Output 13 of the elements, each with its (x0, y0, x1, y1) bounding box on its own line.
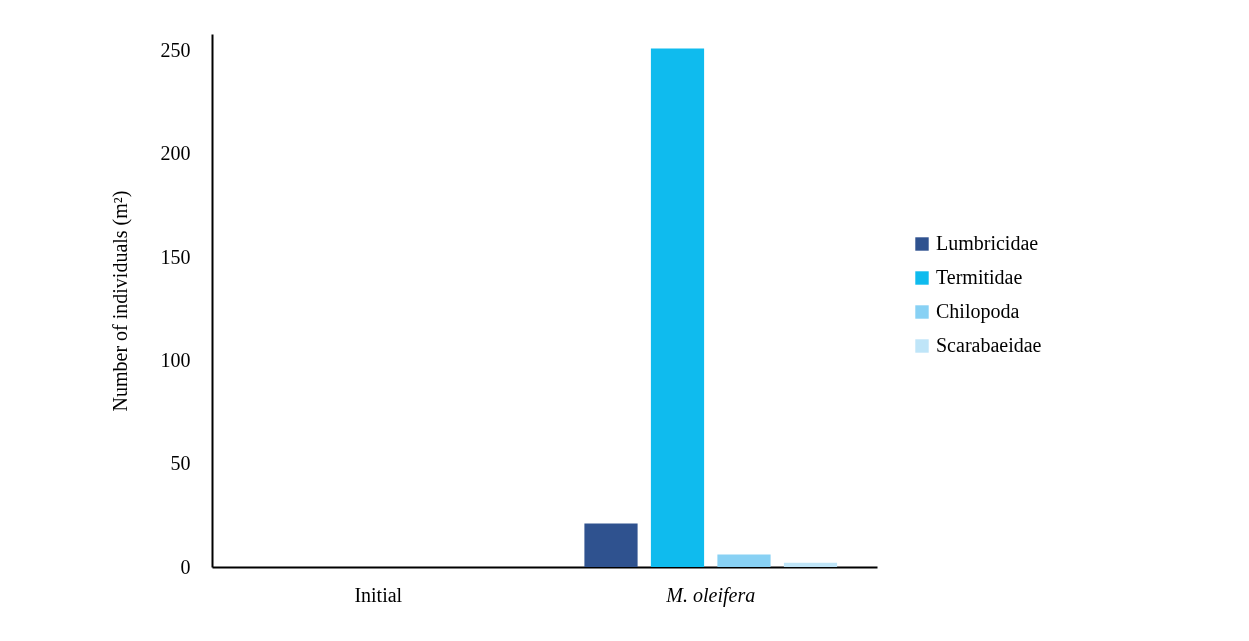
y-tick-label: 250 (160, 39, 191, 62)
x-tick-label: M. oleifera (665, 583, 756, 607)
y-tick-label: 150 (160, 245, 191, 268)
y-axis-title: Number of individuals (m²) (108, 190, 132, 412)
y-tick-label: 100 (160, 348, 191, 371)
y-tick-label: 200 (160, 142, 191, 165)
y-tick-label: 0 (180, 555, 191, 578)
x-tick-label: Initial (354, 583, 403, 606)
legend-label: Lumbricidae (936, 232, 1039, 254)
legend-label: Scarabaeidae (936, 334, 1042, 356)
legend-label: Chilopoda (936, 300, 1020, 323)
y-tick-label: 50 (170, 452, 191, 475)
legend-label: Termitidae (936, 266, 1023, 288)
